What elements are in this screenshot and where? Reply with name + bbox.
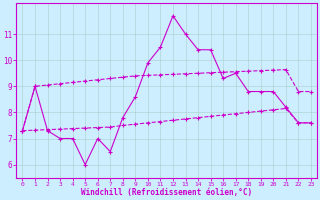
X-axis label: Windchill (Refroidissement éolien,°C): Windchill (Refroidissement éolien,°C) xyxy=(81,188,252,197)
